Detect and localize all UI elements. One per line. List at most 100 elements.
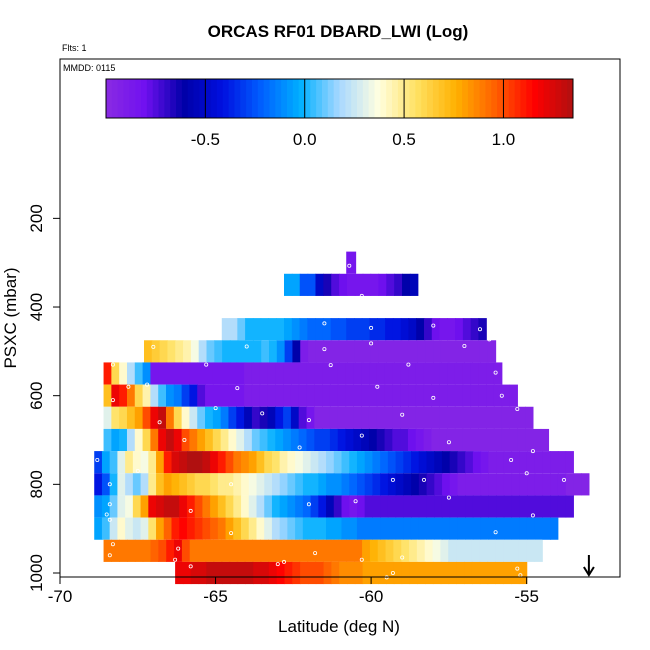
heatmap-cell (220, 384, 230, 407)
heatmap-cell (519, 473, 528, 496)
heatmap-cell (269, 340, 278, 363)
heatmap-cell (163, 451, 173, 474)
colorbar-swatch (164, 79, 171, 118)
heatmap-cell (472, 340, 481, 363)
heatmap-cell (380, 451, 389, 474)
sample-marker (384, 299, 389, 304)
heatmap-cell (307, 273, 317, 296)
heatmap-cell (415, 428, 425, 452)
heatmap-cell (349, 451, 358, 474)
sample-marker (431, 395, 436, 400)
heatmap-cell (251, 362, 261, 385)
heatmap-cell (134, 539, 144, 562)
heatmap-cell (307, 318, 316, 341)
heatmap-cell (310, 517, 319, 540)
heatmap-cell (229, 318, 238, 341)
heatmap-cell (400, 406, 409, 429)
heatmap-cell (431, 406, 440, 429)
heatmap-cell (103, 539, 112, 562)
colorbar-swatch (555, 79, 562, 118)
heatmap-cell (370, 561, 379, 585)
heatmap-cell (448, 539, 457, 562)
heatmap-cell (213, 539, 222, 562)
colorbar-swatch (240, 79, 247, 118)
heatmap-cell (417, 340, 426, 363)
heatmap-cell (181, 406, 191, 429)
heatmap-cell (173, 362, 183, 385)
heatmap-cell (302, 517, 312, 540)
heatmap-cell (495, 539, 504, 562)
heatmap-cell (132, 517, 142, 540)
colorbar-swatch (304, 79, 311, 118)
heatmap-cell (183, 340, 192, 363)
heatmap-cell (416, 318, 425, 341)
heatmap-cell (267, 362, 276, 385)
sample-marker (421, 477, 426, 482)
sample-marker (110, 362, 115, 367)
heatmap-cell (501, 428, 511, 452)
heatmap-cell (306, 384, 315, 407)
heatmap-cell (256, 495, 265, 518)
heatmap-cell (532, 428, 542, 452)
heatmap-cell (447, 362, 456, 385)
sample-marker (530, 513, 535, 518)
heatmap-cell (479, 561, 489, 585)
heatmap-cell (94, 517, 103, 540)
heatmap-cell (140, 473, 149, 496)
heatmap-cell (287, 495, 296, 518)
heatmap-cell (245, 340, 254, 363)
sample-marker (524, 471, 529, 476)
sample-marker (235, 386, 240, 391)
heatmap-cell (441, 451, 451, 474)
y-tick-label: 1000 (27, 554, 46, 592)
colorbar-swatch (386, 79, 393, 118)
heatmap-cell (94, 451, 103, 474)
heatmap-cell (323, 273, 332, 296)
heatmap-cell (333, 495, 343, 518)
heatmap-cell (337, 384, 347, 407)
heatmap-cell (439, 406, 448, 429)
heatmap-cell (290, 362, 300, 385)
sample-marker (515, 566, 520, 571)
heatmap-cell (284, 318, 293, 341)
heatmap-cell (503, 495, 513, 518)
sample-marker (107, 553, 112, 558)
heatmap-cell (315, 340, 325, 363)
heatmap-cell (306, 406, 315, 429)
heatmap-cell (511, 495, 520, 518)
heatmap-cell (376, 384, 386, 407)
heatmap-cell (337, 362, 347, 385)
colorbar-swatch (351, 79, 358, 118)
heatmap-cell (534, 473, 544, 496)
heatmap-cell (306, 362, 315, 385)
heatmap-cell (275, 384, 284, 407)
heatmap-cell (356, 451, 366, 474)
heatmap-cell (101, 451, 111, 474)
sample-marker (375, 384, 380, 389)
sample-marker (145, 382, 150, 387)
colorbar-swatch (292, 79, 300, 118)
sample-marker (328, 363, 333, 368)
heatmap-cell (126, 428, 136, 452)
heatmap-cell (384, 406, 393, 429)
heatmap-cell (387, 451, 397, 474)
heatmap-cell (109, 451, 119, 474)
heatmap-cell (119, 384, 128, 407)
heatmap-cell (441, 517, 451, 540)
heatmap-cell (111, 406, 120, 429)
y-axis-label: PSXC (mbar) (1, 267, 20, 368)
heatmap-cell (221, 561, 231, 585)
heatmap-cell (439, 428, 448, 452)
heatmap-cell (148, 495, 157, 518)
sample-marker (107, 517, 112, 522)
heatmap-cell (364, 495, 374, 518)
sample-marker (446, 495, 451, 500)
heatmap-cell (210, 451, 219, 474)
heatmap-cell (315, 273, 324, 296)
sample-marker (400, 412, 405, 417)
heatmap-cell (486, 384, 495, 407)
heatmap-cell (259, 406, 269, 429)
heatmap-cell (401, 539, 410, 562)
heatmap-cell (488, 451, 497, 474)
heatmap-cell (322, 428, 331, 452)
